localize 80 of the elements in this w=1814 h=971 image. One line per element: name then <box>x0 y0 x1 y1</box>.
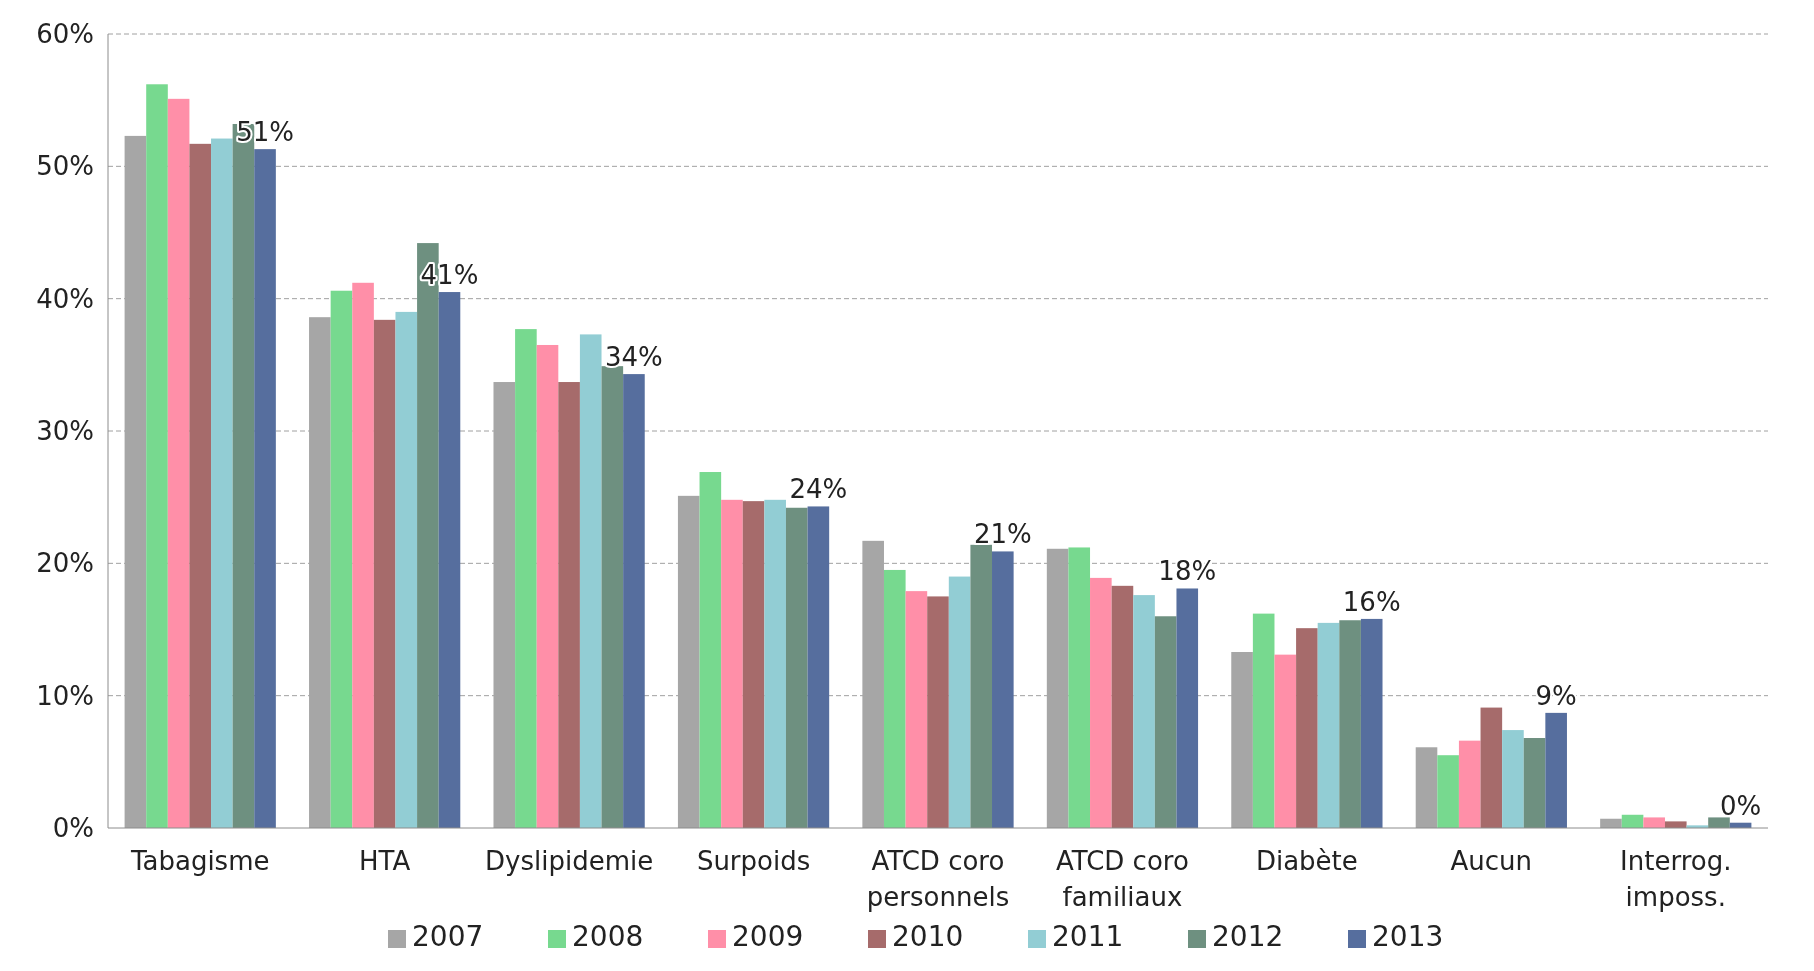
bar <box>970 544 993 828</box>
x-tick-label: Tabagisme <box>129 846 270 876</box>
legend-label: 2013 <box>1372 920 1444 953</box>
bar <box>699 472 722 828</box>
x-tick-label: Interrog. imposs. <box>1620 846 1732 912</box>
bar <box>146 84 168 828</box>
bar <box>1068 547 1091 828</box>
data-label: 21% <box>973 519 1032 550</box>
bar <box>438 292 461 828</box>
legend-label: 2010 <box>892 920 964 953</box>
bar <box>1643 817 1665 828</box>
bar <box>764 499 786 828</box>
x-tick-label: Diabète <box>1255 846 1358 876</box>
bar <box>1317 622 1340 828</box>
y-tick-label: 0% <box>52 813 94 844</box>
bar <box>167 98 190 828</box>
data-label: 16% <box>1342 586 1401 617</box>
bar <box>1708 817 1730 828</box>
x-tick-label: Dyslipidemie <box>485 846 654 876</box>
data-label: 0% <box>1719 790 1762 821</box>
bar <box>1111 585 1134 828</box>
data-label: 34% <box>605 342 663 373</box>
data-label: 9% <box>1535 680 1577 711</box>
data-label: 24% <box>789 474 848 505</box>
bar <box>558 382 580 828</box>
bar <box>948 576 971 828</box>
bar <box>1090 577 1112 828</box>
y-tick-label: 50% <box>36 151 94 182</box>
bar <box>1252 613 1275 828</box>
legend-label: 2007 <box>412 920 484 953</box>
bar <box>721 499 743 828</box>
bar <box>742 501 765 828</box>
bar <box>189 143 212 828</box>
bar <box>515 329 537 828</box>
bar <box>1296 628 1318 828</box>
bar <box>1523 738 1546 828</box>
bar <box>1360 618 1383 828</box>
bar <box>395 311 418 828</box>
bar <box>579 334 602 828</box>
bar <box>1274 654 1297 828</box>
bar <box>352 282 374 828</box>
bar <box>623 374 645 828</box>
bar <box>1437 755 1459 828</box>
bar <box>1502 730 1524 828</box>
bar <box>211 138 233 828</box>
bar <box>992 551 1014 828</box>
x-tick-label: Aucun <box>1450 846 1533 876</box>
bar <box>785 507 808 828</box>
bar <box>905 591 928 828</box>
legend-label: 2008 <box>572 920 644 953</box>
bar <box>1176 588 1199 828</box>
legend-label: 2011 <box>1052 920 1124 953</box>
bar <box>1664 821 1687 828</box>
y-tick-label: 40% <box>36 283 94 314</box>
bar <box>1480 707 1503 828</box>
bar <box>330 290 353 828</box>
bar <box>927 596 949 828</box>
bar <box>807 506 830 828</box>
y-tick-label: 10% <box>36 680 94 711</box>
bar <box>373 319 396 828</box>
bar <box>1339 620 1361 828</box>
legend-label: 2012 <box>1212 920 1284 953</box>
y-tick-label: 60% <box>36 19 94 50</box>
x-tick-label: ATCD coro familiaux <box>1056 846 1189 912</box>
legend-label: 2009 <box>732 920 804 953</box>
bar <box>254 149 276 828</box>
bar <box>1545 712 1567 828</box>
bar <box>1154 616 1177 828</box>
bar <box>1458 740 1481 828</box>
x-tick-label: HTA <box>359 846 411 876</box>
bar <box>1133 595 1155 828</box>
data-label: 18% <box>1158 556 1217 587</box>
y-tick-label: 20% <box>36 548 94 579</box>
y-tick-label: 30% <box>36 416 94 447</box>
x-tick-label: Surpoids <box>696 846 811 876</box>
bar <box>883 569 906 828</box>
bar <box>536 344 559 828</box>
x-tick-label: ATCD coro personnels <box>866 846 1010 912</box>
bar <box>601 366 624 828</box>
bar <box>1415 747 1438 828</box>
